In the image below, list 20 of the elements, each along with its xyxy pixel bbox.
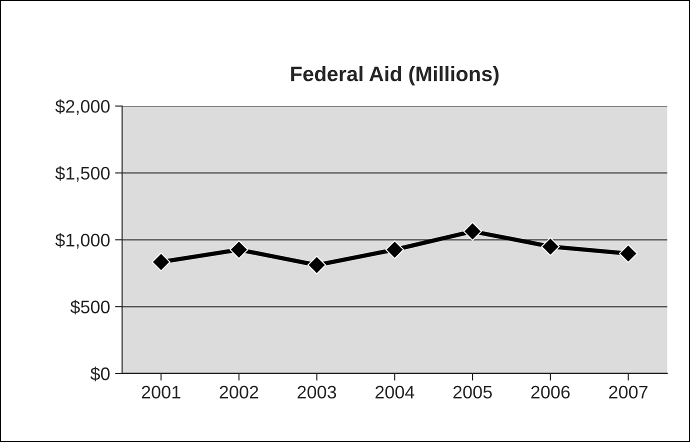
y-tick-label: $500 [70, 300, 110, 314]
x-tick-label: 2006 [531, 386, 570, 399]
x-tick-label: 2004 [376, 386, 414, 399]
x-tick-label: 2003 [298, 386, 336, 399]
y-tick-label: $0 [90, 366, 110, 382]
x-tick-label: 2001 [142, 386, 180, 399]
point [463, 222, 482, 241]
point [307, 256, 326, 274]
point [152, 252, 170, 272]
point [618, 244, 638, 263]
chart-title: Federal Aid (Millions) [291, 66, 499, 86]
point [541, 237, 560, 256]
x-tick-label: 2007 [609, 386, 648, 399]
point [385, 240, 404, 260]
y-tick-label: $2,000 [55, 99, 110, 115]
point [230, 240, 248, 260]
y-tick-label: $1,000 [55, 232, 110, 249]
x-tick-label: 2005 [453, 386, 492, 399]
x-tick-label: 2002 [220, 386, 258, 399]
y-tick-label: $1,500 [55, 166, 110, 182]
